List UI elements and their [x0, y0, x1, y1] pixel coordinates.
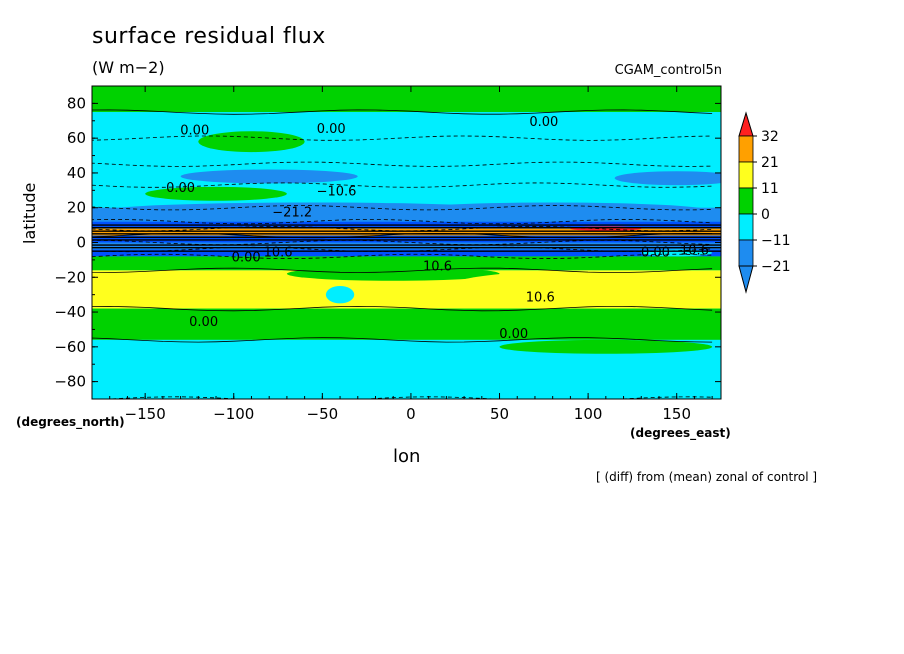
- y-tick-label: 40: [67, 164, 86, 182]
- contour-label: 10.6: [264, 245, 293, 260]
- contour-label: 10.6: [423, 259, 452, 274]
- contour-label: 10.6: [526, 291, 555, 306]
- field-feature: [92, 273, 287, 306]
- colorbar-label: 0: [761, 207, 770, 223]
- y-unit-note: (degrees_north): [16, 415, 125, 429]
- field-feature: [393, 202, 713, 220]
- colorbar-segment: [738, 187, 754, 215]
- field-band: [92, 308, 721, 340]
- contour-line: [92, 239, 713, 246]
- x-unit-note: (degrees_east): [630, 426, 731, 440]
- contour-label: 0.00: [189, 315, 218, 330]
- contour-line: [92, 337, 713, 343]
- contour-line: [92, 218, 713, 225]
- field-band: [92, 249, 721, 257]
- x-tick-label: 50: [490, 405, 509, 423]
- field-feature: [446, 270, 721, 306]
- field-band: [92, 228, 721, 236]
- contour-label: 0.00: [232, 251, 261, 266]
- y-axis: 80 60 40 20 0 −20 −40 −60 −80: [54, 94, 721, 391]
- field-feature: [286, 266, 500, 281]
- x-tick-label: 100: [574, 405, 603, 423]
- x-tick-label: −150: [125, 405, 166, 423]
- y-tick-label: −60: [54, 338, 86, 356]
- contour-line: [92, 267, 713, 273]
- contour-label: −10.6: [317, 185, 357, 200]
- page-title: surface residual flux: [92, 24, 326, 49]
- field-feature: [198, 131, 305, 153]
- x-tick-label: −50: [307, 405, 339, 423]
- contour-label: 0.00: [180, 124, 209, 139]
- field-feature: [499, 339, 713, 354]
- field-band: [92, 235, 721, 243]
- field-band: [92, 242, 721, 250]
- contour-label: 0.00: [529, 115, 558, 130]
- contour-label: 10.6: [680, 244, 709, 259]
- y-tick-label: 20: [67, 199, 86, 217]
- colorbar-label: 11: [761, 181, 779, 197]
- contour-line: [92, 182, 713, 188]
- colorbar-label: 32: [761, 129, 779, 145]
- contour-line: [92, 135, 713, 141]
- x-axis-title: lon: [393, 446, 421, 467]
- colorbar-segment: [738, 239, 754, 267]
- run-name: CGAM_control5n: [614, 63, 722, 78]
- field-feature: [92, 320, 199, 339]
- contour-line: [92, 109, 713, 115]
- colorbar-label: −21: [761, 259, 791, 275]
- field-band: [92, 138, 721, 165]
- field-feature: [428, 115, 721, 137]
- colorbar-label: −11: [761, 233, 791, 249]
- y-tick-label: 80: [67, 94, 86, 112]
- x-tick-label: 0: [406, 405, 416, 423]
- contour-label: 0.00: [166, 181, 195, 196]
- contour-label: 0.00: [317, 122, 346, 137]
- y-tick-label: −80: [54, 373, 86, 391]
- y-tick-label: 60: [67, 129, 86, 147]
- y-tick-label: −40: [54, 303, 86, 321]
- field-band: [92, 86, 721, 113]
- y-tick-label: −20: [54, 268, 86, 286]
- field-layer: [92, 86, 721, 399]
- colorbar-segment: [738, 135, 754, 163]
- field-feature: [180, 169, 358, 184]
- x-tick-label: 150: [662, 405, 691, 423]
- contour-line: [92, 161, 713, 167]
- field-feature: [251, 113, 500, 139]
- contour-label: −21.2: [272, 205, 312, 220]
- contour-line: [92, 305, 713, 312]
- y-tick-label: 0: [76, 234, 86, 252]
- contour-layer: [92, 109, 721, 399]
- x-axis: −150 −100 −50 0 50 100 150: [109, 86, 713, 423]
- field-feature: [614, 171, 721, 186]
- contour-label: 0.00: [641, 245, 670, 260]
- contour-line: [92, 205, 713, 211]
- x-tick-label: −100: [213, 405, 254, 423]
- colorbar-segment: [738, 213, 754, 241]
- colorbar-label: 21: [761, 155, 779, 171]
- footnote: [ (diff) from (mean) zonal of control ]: [596, 470, 818, 484]
- contour-label: 0.00: [499, 327, 528, 342]
- field-feature: [269, 284, 447, 306]
- colorbar-top-arrow: [738, 111, 754, 137]
- field-feature: [145, 186, 287, 201]
- colorbar-segment: [738, 161, 754, 189]
- units-label: (W m−2): [92, 58, 165, 77]
- field-feature: [325, 285, 355, 304]
- colorbar-bottom-arrow: [738, 265, 754, 294]
- colorbar: 32 21 11 0 −11 −21: [738, 111, 791, 294]
- contour-line: [92, 253, 713, 260]
- y-axis-title: latitude: [20, 182, 39, 244]
- field-band: [92, 256, 721, 271]
- contour-label-layer: 0.00 0.00 0.000.00 −10.6−21.20.00 10.610.610…: [166, 115, 709, 342]
